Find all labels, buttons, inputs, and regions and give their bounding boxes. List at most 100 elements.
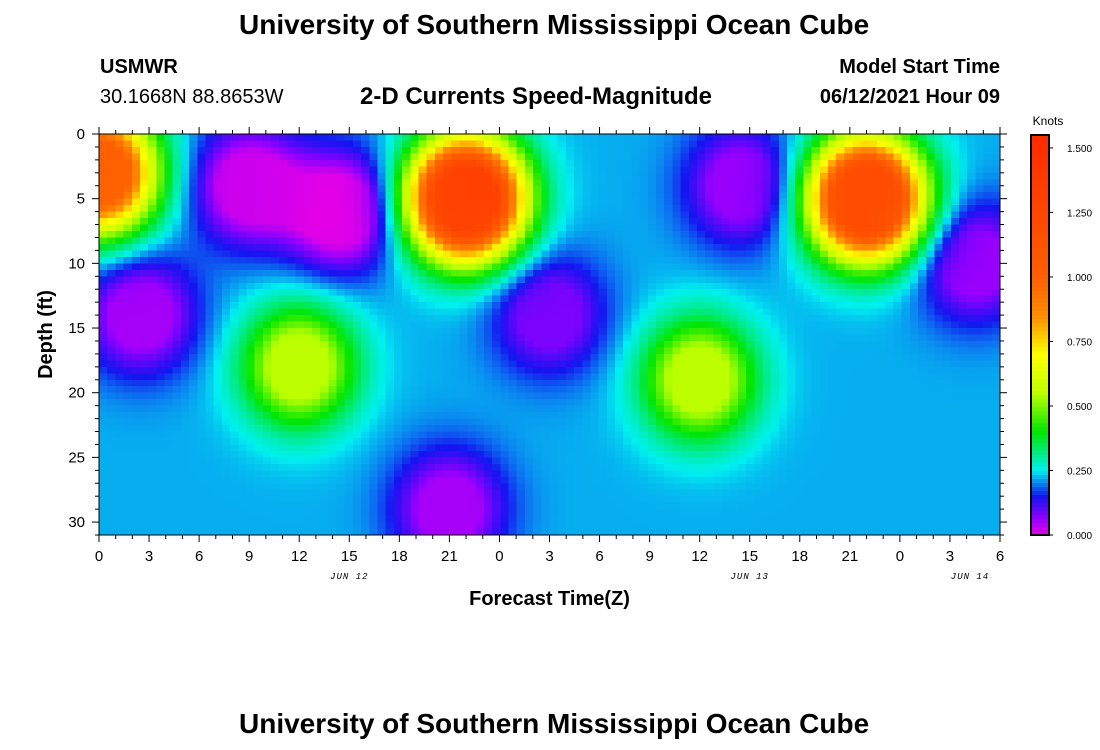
heatmap-cell — [746, 483, 755, 491]
heatmap-cell — [172, 496, 182, 504]
heatmap-cell — [434, 334, 444, 342]
heatmap-cell — [475, 496, 485, 504]
heatmap-cell — [303, 470, 313, 478]
heatmap-cell — [737, 153, 747, 161]
heatmap-cell — [352, 282, 362, 290]
heatmap-cell — [713, 392, 723, 400]
heatmap-cell — [148, 340, 157, 349]
heatmap-cell — [287, 502, 297, 510]
heatmap-cell — [115, 282, 125, 290]
heatmap-cell — [557, 315, 567, 323]
station-id: USMWR — [100, 56, 178, 78]
heatmap-cell — [377, 457, 387, 465]
heatmap-cell — [139, 425, 149, 433]
heatmap-cell — [107, 379, 116, 387]
heatmap-cell — [336, 347, 346, 355]
heatmap-cell — [688, 159, 698, 167]
heatmap-cell — [221, 360, 231, 368]
heatmap-cell — [320, 386, 329, 394]
heatmap-cell — [320, 146, 329, 155]
heatmap-cell — [483, 405, 493, 413]
heatmap-cell — [434, 412, 444, 420]
heatmap-cell — [492, 412, 501, 420]
heatmap-cell — [483, 243, 493, 252]
heatmap-cell — [696, 353, 706, 361]
heatmap-cell — [246, 289, 256, 297]
heatmap-cell — [361, 315, 370, 323]
heatmap-cell — [443, 405, 452, 413]
heatmap-cell — [197, 353, 207, 361]
heatmap-cell — [615, 146, 624, 155]
heatmap-cell — [696, 379, 706, 387]
heatmap-cell — [377, 392, 387, 400]
heatmap-cell — [254, 140, 264, 148]
heatmap-cell — [664, 315, 673, 323]
heatmap-cell — [418, 412, 428, 420]
heatmap-cell — [410, 476, 420, 484]
heatmap-cell — [549, 250, 559, 258]
heatmap-cell — [369, 334, 379, 342]
heatmap-cell — [287, 476, 297, 484]
heatmap-cell — [156, 224, 166, 232]
heatmap-cell — [467, 437, 477, 446]
heatmap-cell — [516, 515, 526, 523]
heatmap-cell — [721, 224, 731, 232]
heatmap-cell — [549, 211, 559, 219]
heatmap-cell — [115, 218, 125, 226]
heatmap-cell — [172, 334, 182, 342]
heatmap-cell — [696, 315, 706, 323]
heatmap-cell — [139, 444, 149, 452]
heatmap-cell — [303, 166, 313, 174]
heatmap-cell — [434, 515, 444, 523]
heatmap-cell — [557, 276, 567, 284]
heatmap-cell — [205, 386, 215, 394]
heatmap-cell — [598, 315, 608, 323]
heatmap-cell — [459, 366, 469, 374]
heatmap-cell — [606, 134, 616, 142]
heatmap-cell — [533, 179, 542, 187]
heatmap-cell — [533, 431, 542, 439]
heatmap-cell — [393, 321, 403, 329]
heatmap-cell — [262, 192, 272, 200]
heatmap-cell — [139, 457, 149, 465]
heatmap-cell — [672, 379, 682, 387]
heatmap-cell — [369, 205, 379, 213]
heatmap-cell — [467, 263, 477, 271]
heatmap-cell — [189, 302, 198, 310]
heatmap-cell — [549, 282, 559, 290]
heatmap-cell — [647, 250, 657, 258]
heatmap-cell — [590, 185, 600, 193]
heatmap-cell — [418, 250, 428, 258]
heatmap-cell — [402, 153, 411, 161]
heatmap-cell — [639, 276, 649, 284]
heatmap-cell — [516, 185, 526, 193]
heatmap-cell — [271, 463, 280, 471]
heatmap-cell — [631, 218, 641, 226]
heatmap-cell — [705, 483, 714, 491]
heatmap-cell — [434, 496, 444, 504]
heatmap-cell — [598, 425, 608, 433]
heatmap-cell — [295, 483, 305, 491]
heatmap-cell — [246, 179, 256, 187]
heatmap-cell — [418, 256, 428, 264]
heatmap-cell — [623, 134, 633, 142]
heatmap-cell — [434, 295, 444, 303]
heatmap-cell — [115, 179, 125, 187]
heatmap-cell — [205, 502, 215, 510]
heatmap-cell — [205, 353, 215, 361]
heatmap-cell — [549, 146, 559, 155]
heatmap-cell — [369, 315, 379, 323]
heatmap-cell — [721, 353, 731, 361]
heatmap-cell — [254, 231, 264, 239]
heatmap-cell — [295, 476, 305, 484]
heatmap-cell — [631, 386, 641, 394]
heatmap-cell — [582, 399, 592, 407]
heatmap-cell — [672, 405, 682, 413]
heatmap-cell — [483, 282, 493, 290]
heatmap-cell — [99, 425, 108, 433]
heatmap-cell — [172, 250, 182, 258]
heatmap-cell — [287, 134, 297, 142]
heatmap-cell — [385, 463, 395, 471]
heatmap-cell — [123, 179, 133, 187]
heatmap-cell — [99, 373, 108, 381]
